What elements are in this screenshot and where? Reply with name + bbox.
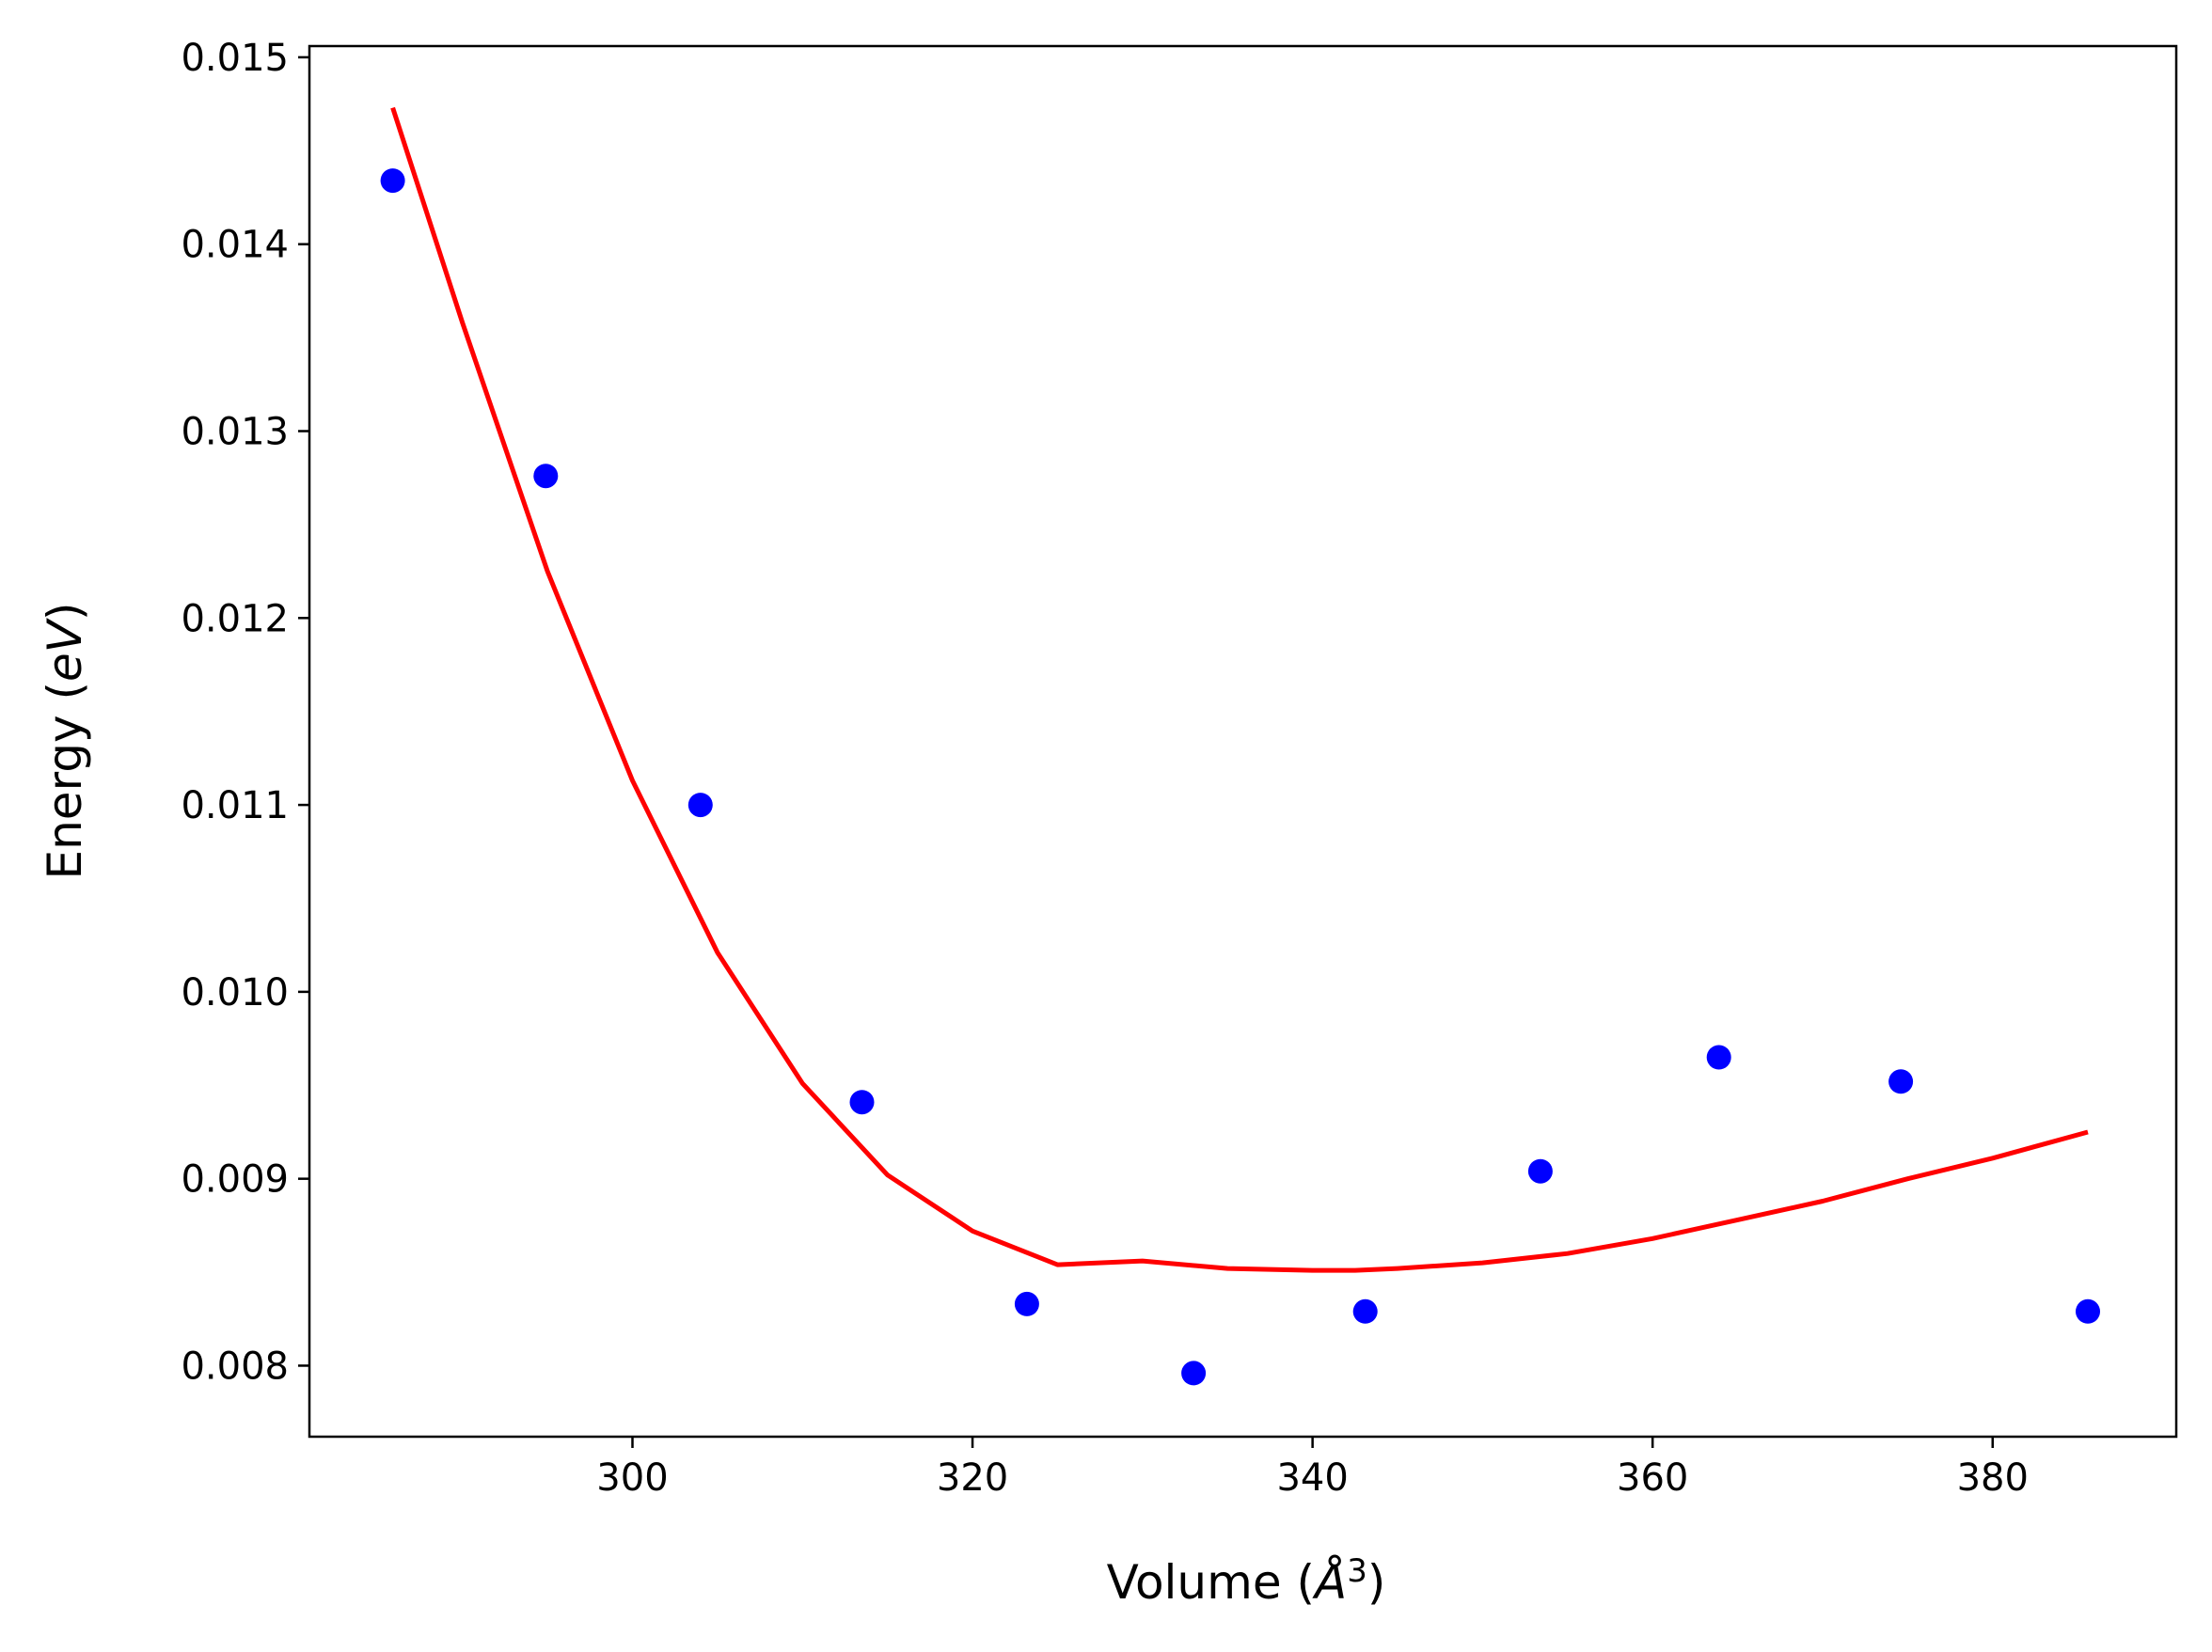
x-axis-ticks: 300 320 340 360 380 [596, 1437, 2029, 1500]
plot-area [309, 46, 2176, 1437]
x-tick-label: 380 [1957, 1456, 2029, 1500]
data-point [380, 168, 405, 194]
data-point [1014, 1291, 1039, 1316]
y-axis-label-unit: eV [38, 617, 92, 682]
scatter-points-layer [380, 168, 2100, 1386]
y-axis-ticks: 0.008 0.009 0.010 0.011 0.012 0.013 0.014 0.015 [181, 37, 309, 1388]
x-axis-label-exponent: 3 [1347, 1552, 1367, 1590]
y-tick-label: 0.009 [181, 1158, 289, 1202]
x-axis-label-unit: Å [1312, 1555, 1347, 1610]
x-axis-label-suffix: ) [1367, 1555, 1386, 1610]
x-tick-label: 320 [937, 1456, 1008, 1500]
plot-frame [308, 44, 2178, 1439]
y-axis-label-suffix: ) [38, 603, 92, 621]
y-tick-label: 0.013 [181, 411, 289, 454]
x-tick-label: 300 [596, 1456, 668, 1500]
data-point [687, 793, 713, 818]
y-tick-label: 0.012 [181, 597, 289, 640]
y-tick-label: 0.010 [181, 971, 289, 1015]
data-point [1181, 1361, 1207, 1386]
data-point [849, 1090, 875, 1115]
x-tick-label: 340 [1276, 1456, 1348, 1500]
data-point [1706, 1045, 1731, 1070]
x-axis-label: Volume (Å3) [1107, 1552, 1386, 1610]
data-point [2076, 1298, 2100, 1324]
x-axis-label-prefix: Volume ( [1107, 1555, 1315, 1610]
y-axis-label-prefix: Energy ( [38, 682, 92, 879]
data-point [1888, 1069, 1914, 1094]
y-tick-label: 0.014 [181, 224, 289, 267]
y-tick-label: 0.015 [181, 37, 289, 80]
data-point [1527, 1158, 1553, 1184]
data-point [1352, 1298, 1378, 1324]
fit-curve-layer [390, 106, 2089, 1273]
y-axis-label: Energy (eV) [38, 603, 92, 880]
y-tick-label: 0.011 [181, 784, 289, 827]
fit-curve-line [390, 106, 2089, 1273]
x-tick-label: 360 [1617, 1456, 1688, 1500]
y-tick-label: 0.008 [181, 1345, 289, 1388]
data-point [533, 464, 559, 489]
